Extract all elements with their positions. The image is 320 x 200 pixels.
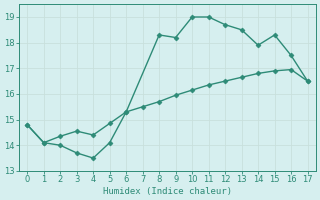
X-axis label: Humidex (Indice chaleur): Humidex (Indice chaleur): [103, 187, 232, 196]
